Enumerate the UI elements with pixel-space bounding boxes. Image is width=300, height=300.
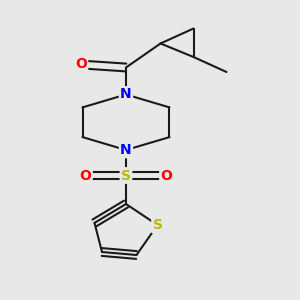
Text: N: N xyxy=(120,88,132,101)
Text: O: O xyxy=(75,58,87,71)
Text: O: O xyxy=(160,169,172,182)
Text: N: N xyxy=(120,143,132,157)
Text: O: O xyxy=(80,169,92,182)
Text: S: S xyxy=(152,218,163,232)
Text: S: S xyxy=(121,169,131,182)
